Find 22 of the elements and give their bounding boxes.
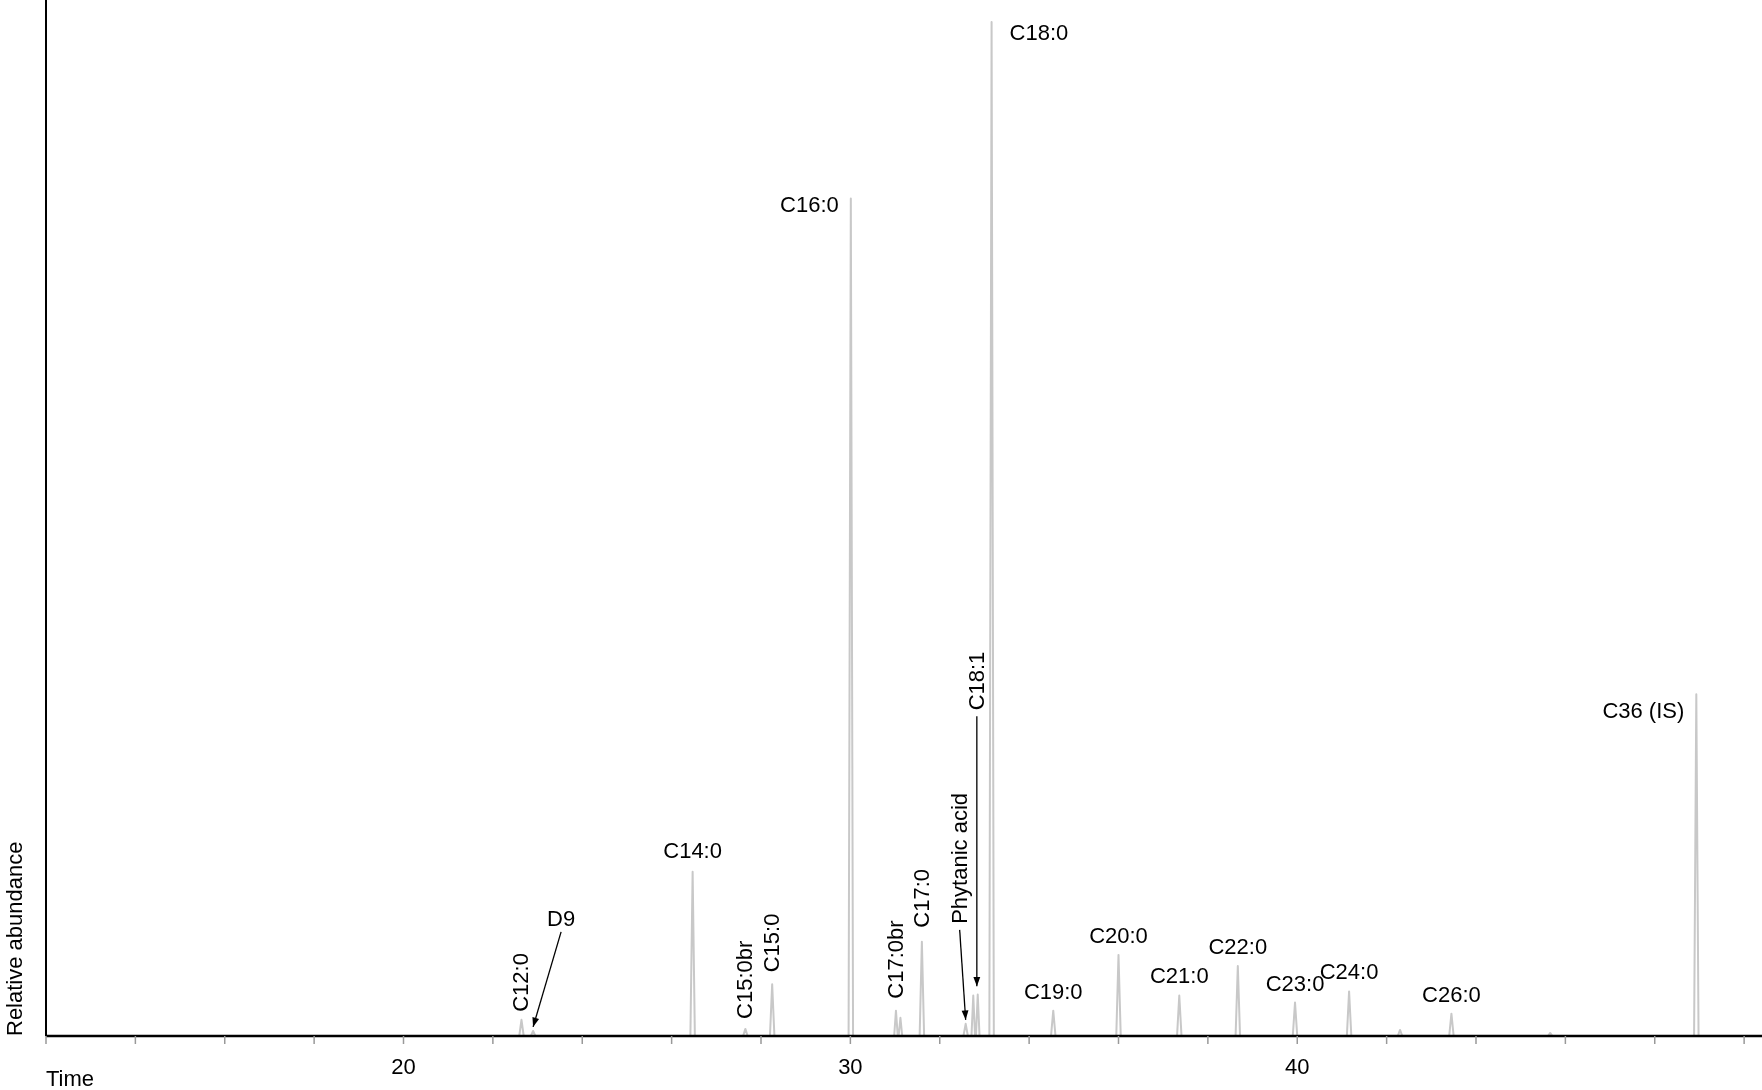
annotation: Phytanic acid <box>946 792 972 924</box>
annotation: C26:0 <box>1422 981 1481 1007</box>
y-axis-title: Relative abundance <box>2 841 27 1036</box>
annotation: C12:0 <box>508 953 534 1012</box>
annotation: C22:0 <box>1208 934 1268 960</box>
x-tick-label: 30 <box>838 1054 863 1079</box>
x-axis-title: Time <box>46 1066 95 1090</box>
annotation: C17:0br <box>882 920 908 999</box>
annotation: C36 (IS) <box>1602 698 1685 724</box>
annotation: C17:0 <box>908 868 934 928</box>
annotation: C20:0 <box>1089 922 1148 948</box>
annotation: C15:0br <box>732 940 758 1019</box>
x-tick-label: 40 <box>1285 1054 1310 1079</box>
annotation: C14:0 <box>663 837 722 863</box>
annotation: C21:0 <box>1149 963 1209 989</box>
annotation: D9 <box>547 905 576 931</box>
annotation: C19:0 <box>1023 978 1083 1004</box>
x-tick-label: 20 <box>391 1054 416 1079</box>
annotation: C18:0 <box>1009 20 1069 45</box>
annotation: C15:0 <box>759 913 785 973</box>
annotation: C18:1 <box>963 651 989 711</box>
annotation: C16:0 <box>780 192 839 218</box>
